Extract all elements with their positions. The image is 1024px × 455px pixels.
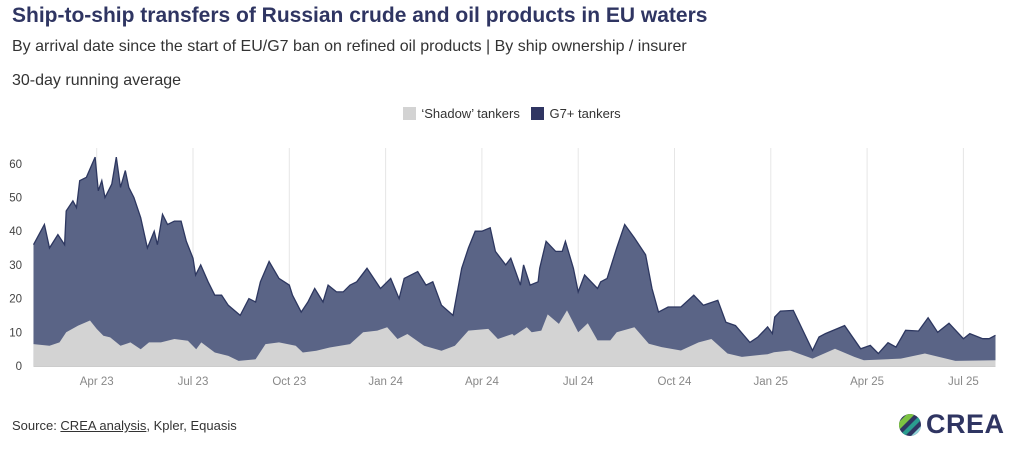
legend-item-shadow: ‘Shadow’ tankers [403, 106, 520, 121]
legend-swatch-shadow [403, 107, 417, 120]
chart-plot: 0 10 20 30 40 50 60 Apr 23 Jul 23 Oct 23 Jan 24 Ap… [9, 148, 996, 388]
legend-item-g7: G7+ tankers [531, 106, 621, 121]
y-tick-label: 10 [9, 327, 22, 339]
x-tick-label: Jul 23 [178, 376, 209, 388]
source-link[interactable]: CREA analysis [60, 418, 147, 433]
g7-tankers-area [33, 157, 996, 366]
crea-logo: CREA [898, 409, 1005, 440]
source-line: Source: CREA analysis, Kpler, Equasis [12, 418, 237, 433]
source-prefix: Source: [12, 418, 61, 433]
x-tick-label: Jul 25 [948, 376, 979, 388]
y-tick-label: 30 [9, 260, 22, 272]
x-tick-label: Apr 24 [465, 376, 499, 388]
y-tick-label: 40 [9, 226, 22, 238]
y-tick-label: 0 [16, 361, 22, 373]
x-tick-label: Jan 24 [368, 376, 403, 388]
legend-label-g7: G7+ tankers [549, 106, 621, 121]
y-tick-label: 50 [9, 193, 22, 205]
crea-logo-text: CREA [926, 409, 1005, 439]
y-tick-label: 60 [9, 159, 22, 171]
source-rest: , Kpler, Equasis [146, 418, 237, 433]
y-tick-label: 20 [9, 294, 22, 306]
chart-note: 30-day running average [12, 72, 182, 89]
legend-label-shadow: ‘Shadow’ tankers [421, 106, 520, 121]
x-tick-label: Jul 24 [563, 376, 594, 388]
crea-logo-icon [899, 413, 921, 436]
x-tick-label: Apr 23 [80, 376, 114, 388]
x-tick-label: Oct 24 [658, 376, 692, 388]
x-tick-label: Oct 23 [272, 376, 306, 388]
chart-title: Ship-to-ship transfers of Russian crude … [12, 4, 708, 27]
x-tick-label: Jan 25 [754, 376, 789, 388]
x-tick-label: Apr 25 [850, 376, 884, 388]
legend: ‘Shadow’ tankers G7+ tankers [0, 106, 1024, 123]
chart-subtitle: By arrival date since the start of EU/G7… [12, 38, 687, 55]
g7-tankers-line [32, 156, 996, 355]
legend-swatch-g7 [531, 107, 545, 120]
shadow-tankers-area [33, 310, 996, 366]
